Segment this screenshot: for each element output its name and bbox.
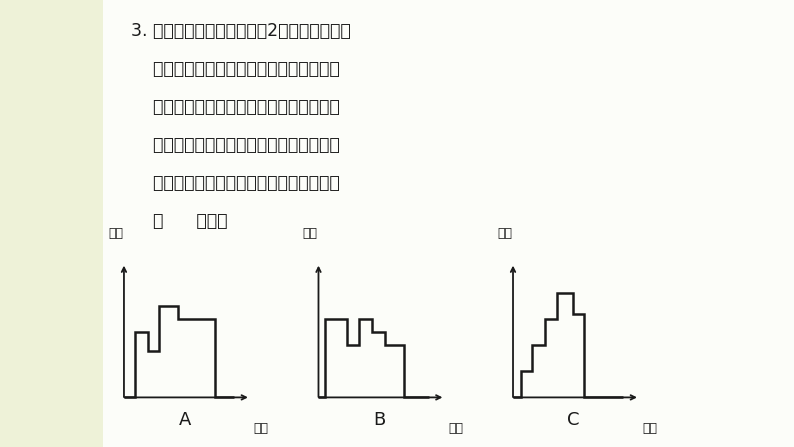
- Text: 饭。下面比较准确地描述了这一过程的是: 饭。下面比较准确地描述了这一过程的是: [131, 174, 340, 192]
- Text: 课到三楼上语文课，第二节课到二楼上音: 课到三楼上语文课，第二节课到二楼上音: [131, 60, 340, 78]
- Text: （      ）图。: （ ）图。: [131, 212, 228, 230]
- Text: 时间: 时间: [253, 422, 268, 434]
- Text: A: A: [179, 411, 191, 429]
- Text: 楼层: 楼层: [108, 227, 123, 240]
- Bar: [103, 0, 794, 447]
- Text: 3. 学校教学楼有四层。五（2）班同学第一节: 3. 学校教学楼有四层。五（2）班同学第一节: [131, 22, 351, 40]
- Text: 时间: 时间: [448, 422, 463, 434]
- Text: C: C: [568, 411, 580, 429]
- Text: 楼层: 楼层: [497, 227, 512, 240]
- Text: B: B: [373, 411, 385, 429]
- Text: 时间: 时间: [642, 422, 657, 434]
- Text: 课回到三楼上数学课，中午到一楼食堂吃: 课回到三楼上数学课，中午到一楼食堂吃: [131, 136, 340, 154]
- Text: 楼层: 楼层: [303, 227, 318, 240]
- Text: 乐课，第三节课到四楼上美术课，第四节: 乐课，第三节课到四楼上美术课，第四节: [131, 98, 340, 116]
